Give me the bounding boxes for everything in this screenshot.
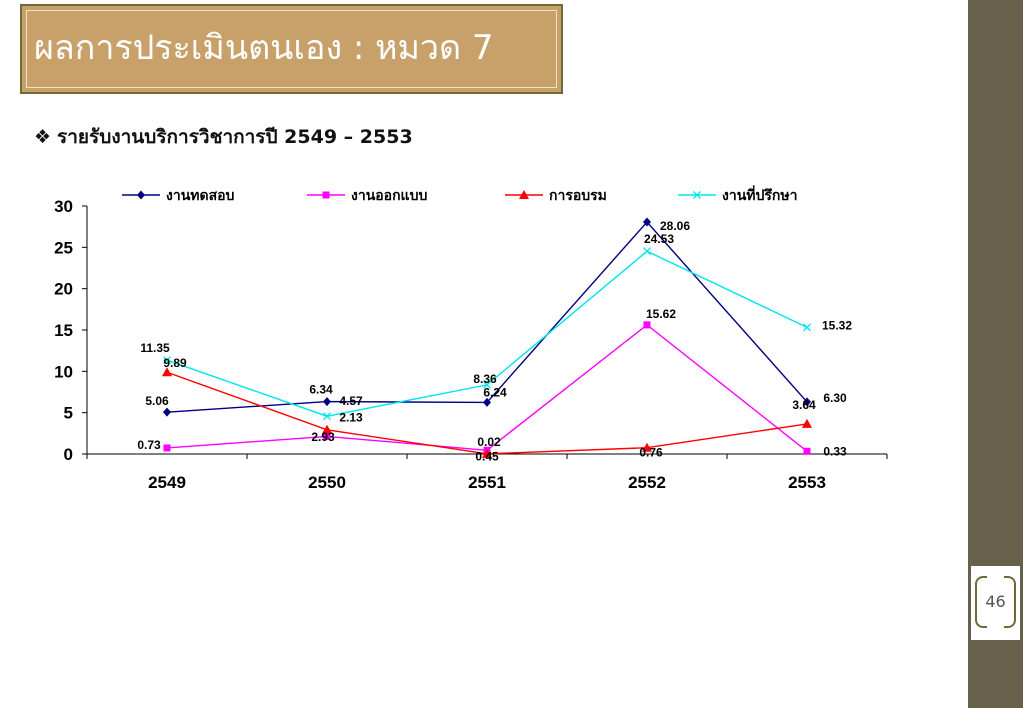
data-point (162, 367, 172, 377)
slide-title: ผลการประเมินตนเอง : หมวด 7 (34, 28, 494, 68)
bullet-icon: ❖ (34, 126, 52, 148)
legend-item-4: งานที่ปรึกษา (678, 185, 797, 203)
x-tick-label: 2550 (308, 473, 346, 492)
data-label: 6.30 (823, 391, 847, 405)
page-number-badge: 46 (971, 566, 1020, 640)
line-chart: งานทดสอบ งานออกแบบ การอบรม งานที่ปรึกษา 0 5 1… (54, 185, 888, 492)
data-label: 24.53 (644, 232, 674, 246)
series-4 (163, 247, 811, 421)
data-label: 28.06 (660, 219, 690, 233)
y-tick-label: 5 (64, 404, 73, 423)
y-tick-label: 0 (64, 445, 73, 464)
legend-marker (322, 191, 330, 199)
data-label: 0.33 (823, 444, 847, 458)
series-3 (162, 367, 812, 458)
title-box: ผลการประเมินตนเอง : หมวด 7 (20, 4, 563, 94)
legend-item-2: งานออกแบบ (307, 187, 427, 203)
data-label: 0.45 (475, 449, 499, 463)
data-point (642, 442, 652, 452)
data-label: 0.76 (639, 446, 663, 460)
data-label: 11.35 (140, 341, 170, 355)
data-point (163, 407, 171, 417)
data-label: 0.02 (477, 435, 501, 449)
chart-data-labels: 5.06 6.34 6.24 28.06 6.30 0.73 2.13 0.45 15.62 0.… (137, 219, 852, 463)
data-point (803, 323, 811, 332)
left-bracket-icon (975, 576, 987, 628)
data-label: 2.13 (339, 410, 363, 424)
chart-subtitle: ❖ รายรับงานบริการวิชาการปี 2549 – 2553 (34, 122, 413, 152)
legend-label: งานออกแบบ (351, 187, 427, 203)
x-tick-label: 2549 (148, 473, 186, 492)
data-label: 0.73 (137, 438, 161, 452)
data-point (483, 380, 491, 389)
data-point (323, 397, 331, 407)
y-tick-label: 15 (54, 321, 73, 340)
data-point (803, 447, 811, 455)
page-number: 46 (985, 592, 1006, 611)
right-bracket-icon (1004, 576, 1016, 628)
y-tick-label: 25 (54, 238, 73, 257)
data-label: 5.06 (145, 394, 169, 408)
data-point (643, 247, 651, 256)
data-label: 2.93 (311, 430, 335, 444)
data-label: 4.57 (339, 394, 363, 408)
data-label: 9.89 (163, 356, 187, 370)
data-point (323, 412, 331, 421)
data-point (643, 321, 651, 329)
data-label: 15.62 (646, 307, 676, 321)
data-label: 6.34 (309, 383, 333, 397)
data-point (323, 432, 331, 440)
series-1 (163, 217, 811, 417)
data-point (643, 217, 651, 227)
legend-marker (693, 191, 701, 199)
title-inner-border (26, 10, 557, 88)
legend-label: งานที่ปรึกษา (722, 185, 797, 203)
data-label: 8.36 (473, 372, 497, 386)
y-tick-label: 30 (54, 197, 73, 216)
data-label: 3.64 (792, 398, 816, 412)
data-point (163, 444, 171, 452)
chart-legend: งานทดสอบ งานออกแบบ การอบรม งานที่ปรึกษา (122, 185, 797, 203)
x-tick-label: 2553 (788, 473, 826, 492)
data-point (483, 397, 491, 407)
legend-marker (519, 190, 529, 199)
legend-item-3: การอบรม (505, 187, 607, 203)
legend-label: งานทดสอบ (166, 187, 235, 203)
y-tick-label: 10 (54, 362, 73, 381)
x-tick-label: 2552 (628, 473, 666, 492)
y-tick-label: 20 (54, 280, 73, 299)
data-point (163, 356, 171, 365)
data-point (322, 424, 332, 434)
subtitle-text: รายรับงานบริการวิชาการปี 2549 – 2553 (57, 126, 413, 148)
chart-series (162, 217, 812, 458)
data-label: 15.32 (822, 318, 852, 332)
legend-item-1: งานทดสอบ (122, 187, 235, 203)
data-label: 6.24 (483, 385, 507, 399)
legend-marker (137, 190, 145, 200)
data-point (803, 397, 811, 407)
x-tick-label: 2551 (468, 473, 506, 492)
data-point (482, 448, 492, 458)
legend-label: การอบรม (549, 187, 607, 203)
data-point (802, 418, 812, 428)
